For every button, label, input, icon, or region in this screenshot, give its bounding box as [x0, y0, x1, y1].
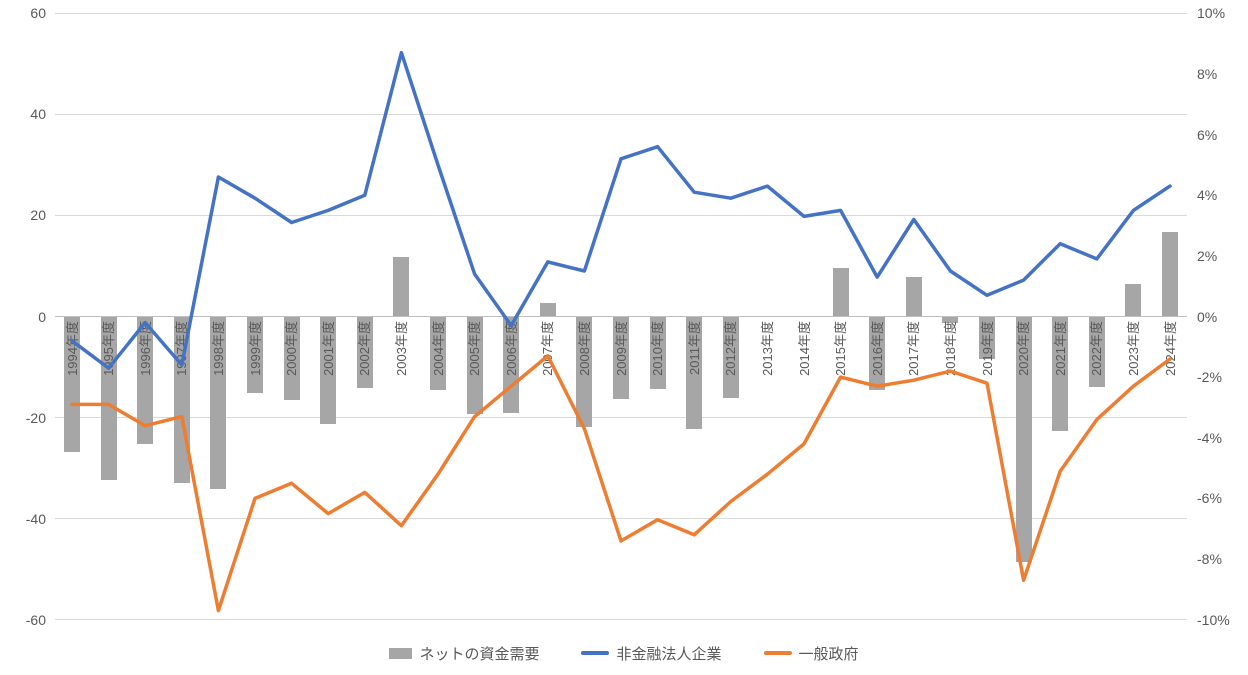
gridline-20 [55, 214, 1187, 216]
left-axis-tick-40: 40 [30, 106, 46, 123]
left-axis-tick-60: 60 [30, 5, 46, 22]
bar-2015年度 [832, 268, 849, 317]
gridline-60 [55, 12, 1187, 14]
right-axis-tick--8%: -8% [1197, 551, 1222, 568]
legend-label: 一般政府 [798, 645, 859, 663]
x-axis-label-2019年度: 2019年度 [979, 321, 995, 376]
x-axis-label-2022年度: 2022年度 [1089, 321, 1105, 376]
x-axis-label-2005年度: 2005年度 [467, 321, 483, 376]
x-axis-label-2024年度: 2024年度 [1162, 321, 1178, 376]
bar-2024年度 [1162, 231, 1178, 317]
x-axis-label-2015年度: 2015年度 [833, 321, 849, 376]
bar-2007年度 [539, 302, 556, 317]
x-axis-label-2016年度: 2016年度 [869, 321, 885, 376]
x-axis-label-2009年度: 2009年度 [613, 321, 629, 376]
line-swatch-icon [581, 651, 610, 655]
left-axis-tick-0: 0 [38, 308, 46, 325]
bar-2023年度 [1125, 284, 1142, 317]
x-axis-label-1995年度: 1995年度 [101, 321, 117, 376]
left-axis-tick--60: -60 [25, 611, 46, 628]
line-swatch-icon [763, 651, 792, 655]
x-axis-label-2004年度: 2004年度 [430, 321, 446, 376]
x-axis-label-2000年度: 2000年度 [284, 321, 300, 376]
left-axis-tick-20: 20 [30, 207, 46, 224]
left-axis-tick--40: -40 [25, 510, 46, 527]
x-axis-label-2007年度: 2007年度 [540, 321, 556, 376]
bar-swatch-icon [389, 647, 413, 659]
legend-item-net-funding: ネットの資金需要 [389, 643, 539, 664]
legend: ネットの資金需要 非金融法人企業 一般政府 [0, 638, 1248, 668]
legend-item-general-government: 一般政府 [763, 643, 859, 664]
right-axis-tick--4%: -4% [1197, 429, 1222, 446]
left-axis-tick--20: -20 [25, 409, 46, 426]
x-axis-label-2020年度: 2020年度 [1016, 321, 1032, 376]
right-axis-tick--2%: -2% [1197, 369, 1222, 386]
right-axis-tick-4%: 4% [1197, 187, 1218, 204]
x-axis-label-2008年度: 2008年度 [576, 321, 592, 376]
x-axis-label-1997年度: 1997年度 [174, 321, 190, 376]
legend-item-nonfinancial-corporations: 非金融法人企業 [581, 643, 722, 664]
x-axis-label-2006年度: 2006年度 [503, 321, 519, 376]
x-axis-label-2021年度: 2021年度 [1052, 321, 1068, 376]
right-axis-tick-0%: 0% [1197, 308, 1218, 325]
x-axis-label-1999年度: 1999年度 [247, 321, 263, 376]
right-axis-tick--10%: -10% [1197, 611, 1230, 628]
right-axis-tick--6%: -6% [1197, 490, 1222, 507]
bar-2017年度 [905, 277, 922, 317]
legend-label: 非金融法人企業 [616, 645, 722, 663]
x-axis-label-2014年度: 2014年度 [796, 321, 812, 376]
legend-label: ネットの資金需要 [419, 645, 540, 663]
x-axis-label-2003年度: 2003年度 [393, 321, 409, 376]
right-axis-tick-2%: 2% [1197, 247, 1218, 264]
x-axis-label-2018年度: 2018年度 [942, 321, 958, 376]
gridline-40 [55, 113, 1187, 115]
x-axis-label-2012年度: 2012年度 [723, 321, 739, 376]
x-axis-label-2013年度: 2013年度 [759, 321, 775, 376]
right-axis-tick-8%: 8% [1197, 65, 1218, 82]
x-axis-label-2023年度: 2023年度 [1125, 321, 1141, 376]
x-axis-label-2017年度: 2017年度 [906, 321, 922, 376]
right-axis-tick-6%: 6% [1197, 126, 1218, 143]
x-axis-label-2010年度: 2010年度 [650, 321, 666, 376]
x-axis-label-1996年度: 1996年度 [137, 321, 153, 376]
right-axis-tick-10%: 10% [1197, 5, 1226, 22]
x-axis-label-1994年度: 1994年度 [64, 321, 80, 376]
x-axis-label-1998年度: 1998年度 [210, 321, 226, 376]
gridline--60 [55, 619, 1187, 621]
x-axis-label-2002年度: 2002年度 [357, 321, 373, 376]
x-axis-label-2001年度: 2001年度 [320, 321, 336, 376]
bar-2003年度 [393, 256, 410, 317]
x-axis-label-2011年度: 2011年度 [686, 321, 702, 375]
